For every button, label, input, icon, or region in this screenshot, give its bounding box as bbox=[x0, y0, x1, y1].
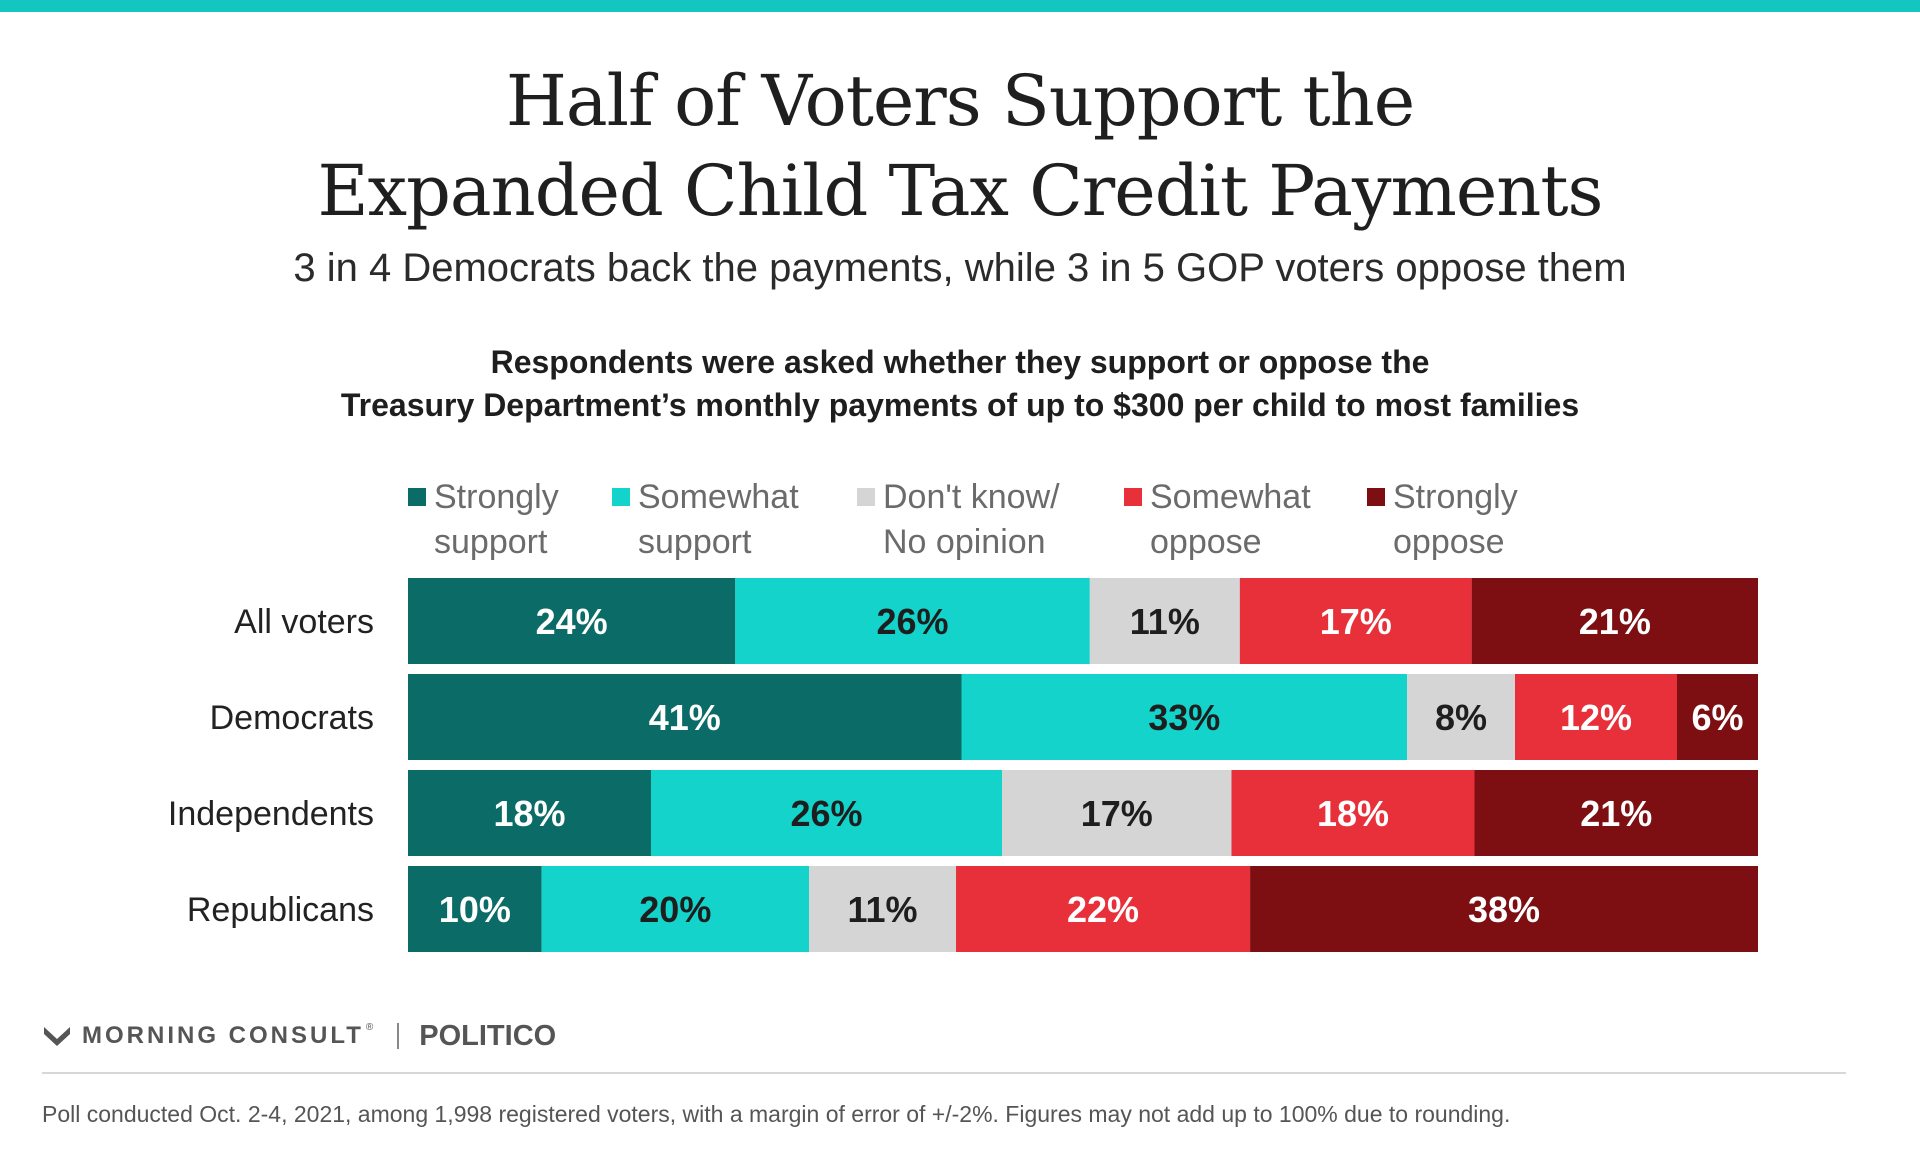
legend-item-don-t-know-no-opinion: Don't know/No opinion bbox=[857, 478, 1060, 561]
chart-title-line-1: Half of Voters Support the bbox=[505, 60, 1415, 142]
legend-label: Strongly bbox=[434, 478, 559, 516]
data-label: 10% bbox=[439, 889, 511, 930]
data-label: 24% bbox=[536, 601, 608, 642]
legend-item-strongly-oppose: Strongly oppose bbox=[1367, 478, 1518, 561]
bar-segment-somewhat-oppose bbox=[1515, 674, 1677, 760]
legend-item-somewhat-support: Somewhat support bbox=[612, 478, 799, 561]
legend-swatch bbox=[612, 488, 630, 506]
bar-segment-somewhat-oppose bbox=[1239, 578, 1472, 664]
chart-bars: All voters 24% 26% 11% 17% 21% Democrats 41% 33%… bbox=[168, 578, 1758, 952]
category-label: Democrats bbox=[210, 699, 374, 737]
bar-segment-somewhat-oppose bbox=[1231, 770, 1475, 856]
legend-label: Don't know/ bbox=[883, 478, 1060, 516]
bar-segment-don-t-know-no-opinion bbox=[808, 866, 957, 952]
chart-subtitle: 3 in 4 Democrats back the payments, whil… bbox=[293, 246, 1627, 290]
bar-segment-strongly-oppose bbox=[1474, 770, 1758, 856]
bar-segment-somewhat-support bbox=[735, 578, 1090, 664]
registered-mark: ® bbox=[365, 1022, 374, 1033]
footnote: Poll conducted Oct. 2-4, 2021, among 1,9… bbox=[42, 1101, 1511, 1127]
legend-label: support bbox=[434, 523, 548, 561]
legend-label: No opinion bbox=[883, 523, 1046, 561]
data-label: 8% bbox=[1435, 697, 1487, 738]
legend-label: Strongly bbox=[1393, 478, 1518, 516]
morning-consult-logo-icon bbox=[44, 1027, 70, 1046]
stacked-bar-chart: Strongly support Somewhat support Don't know… bbox=[168, 478, 1758, 952]
data-label: 33% bbox=[1148, 697, 1220, 738]
data-label: 11% bbox=[847, 889, 917, 930]
legend-swatch bbox=[1367, 488, 1385, 506]
morning-consult-wordmark: MORNING CONSULT bbox=[82, 1022, 364, 1049]
bar-segment-strongly-support bbox=[408, 866, 542, 952]
bar-segment-somewhat-oppose bbox=[956, 866, 1251, 952]
legend-item-somewhat-oppose: Somewhat oppose bbox=[1124, 478, 1311, 561]
data-label: 22% bbox=[1067, 889, 1139, 930]
bar-row-independents: Independents 18% 26% 17% 18% 21% bbox=[168, 770, 1758, 856]
data-label: 26% bbox=[790, 793, 862, 834]
legend-label: oppose bbox=[1393, 523, 1505, 561]
bar-segment-strongly-support bbox=[408, 770, 651, 856]
legend-label: oppose bbox=[1150, 523, 1262, 561]
legend-label: Somewhat bbox=[1150, 478, 1311, 516]
bar-segment-don-t-know-no-opinion bbox=[1089, 578, 1240, 664]
category-label: Independents bbox=[168, 795, 374, 833]
category-label: All voters bbox=[234, 603, 374, 641]
category-label: Republicans bbox=[187, 891, 374, 929]
bar-segment-don-t-know-no-opinion bbox=[1002, 770, 1232, 856]
legend-item-strongly-support: Strongly support bbox=[408, 478, 559, 561]
data-label: 38% bbox=[1468, 889, 1540, 930]
data-label: 21% bbox=[1580, 793, 1652, 834]
bar-segment-strongly-oppose bbox=[1471, 578, 1758, 664]
bar-segment-strongly-support bbox=[408, 674, 962, 760]
bar-segment-don-t-know-no-opinion bbox=[1407, 674, 1515, 760]
data-label: 26% bbox=[877, 601, 949, 642]
legend-swatch bbox=[1124, 488, 1142, 506]
bar-segment-strongly-support bbox=[408, 578, 736, 664]
logo-separator bbox=[397, 1023, 400, 1049]
data-label: 41% bbox=[649, 697, 721, 738]
legend-label: support bbox=[638, 523, 752, 561]
bar-segment-strongly-oppose bbox=[1250, 866, 1758, 952]
footer-divider bbox=[42, 1072, 1846, 1074]
chart-title-line-2: Expanded Child Tax Credit Payments bbox=[317, 150, 1604, 232]
bar-row-democrats: Democrats 41% 33% 8% 12% 6% bbox=[210, 674, 1758, 760]
question-text-line-2: Treasury Department’s monthly payments o… bbox=[340, 387, 1580, 423]
bar-row-all-voters: All voters 24% 26% 11% 17% 21% bbox=[234, 578, 1758, 664]
bar-row-republicans: Republicans 10% 20% 11% 22% 38% bbox=[187, 866, 1758, 952]
data-label: 17% bbox=[1320, 601, 1392, 642]
data-label: 6% bbox=[1691, 697, 1743, 738]
data-label: 18% bbox=[1317, 793, 1389, 834]
legend-swatch bbox=[857, 488, 875, 506]
bar-segment-somewhat-support bbox=[651, 770, 1002, 856]
data-label: 17% bbox=[1081, 793, 1153, 834]
bar-segment-somewhat-support bbox=[961, 674, 1407, 760]
data-label: 11% bbox=[1130, 601, 1200, 642]
top-accent-bar bbox=[0, 0, 1920, 12]
data-label: 12% bbox=[1560, 697, 1632, 738]
question-text-line-1: Respondents were asked whether they supp… bbox=[490, 344, 1430, 380]
bar-segment-somewhat-support bbox=[541, 866, 809, 952]
data-label: 20% bbox=[639, 889, 711, 930]
data-label: 21% bbox=[1579, 601, 1651, 642]
data-label: 18% bbox=[493, 793, 565, 834]
chart-legend: Strongly support Somewhat support Don't know… bbox=[408, 478, 1518, 561]
politico-wordmark: POLITICO bbox=[419, 1019, 557, 1052]
legend-swatch bbox=[408, 488, 426, 506]
brand-logos: MORNING CONSULT ® POLITICO bbox=[42, 1016, 556, 1056]
legend-label: Somewhat bbox=[638, 478, 799, 516]
bar-segment-strongly-oppose bbox=[1677, 674, 1758, 760]
